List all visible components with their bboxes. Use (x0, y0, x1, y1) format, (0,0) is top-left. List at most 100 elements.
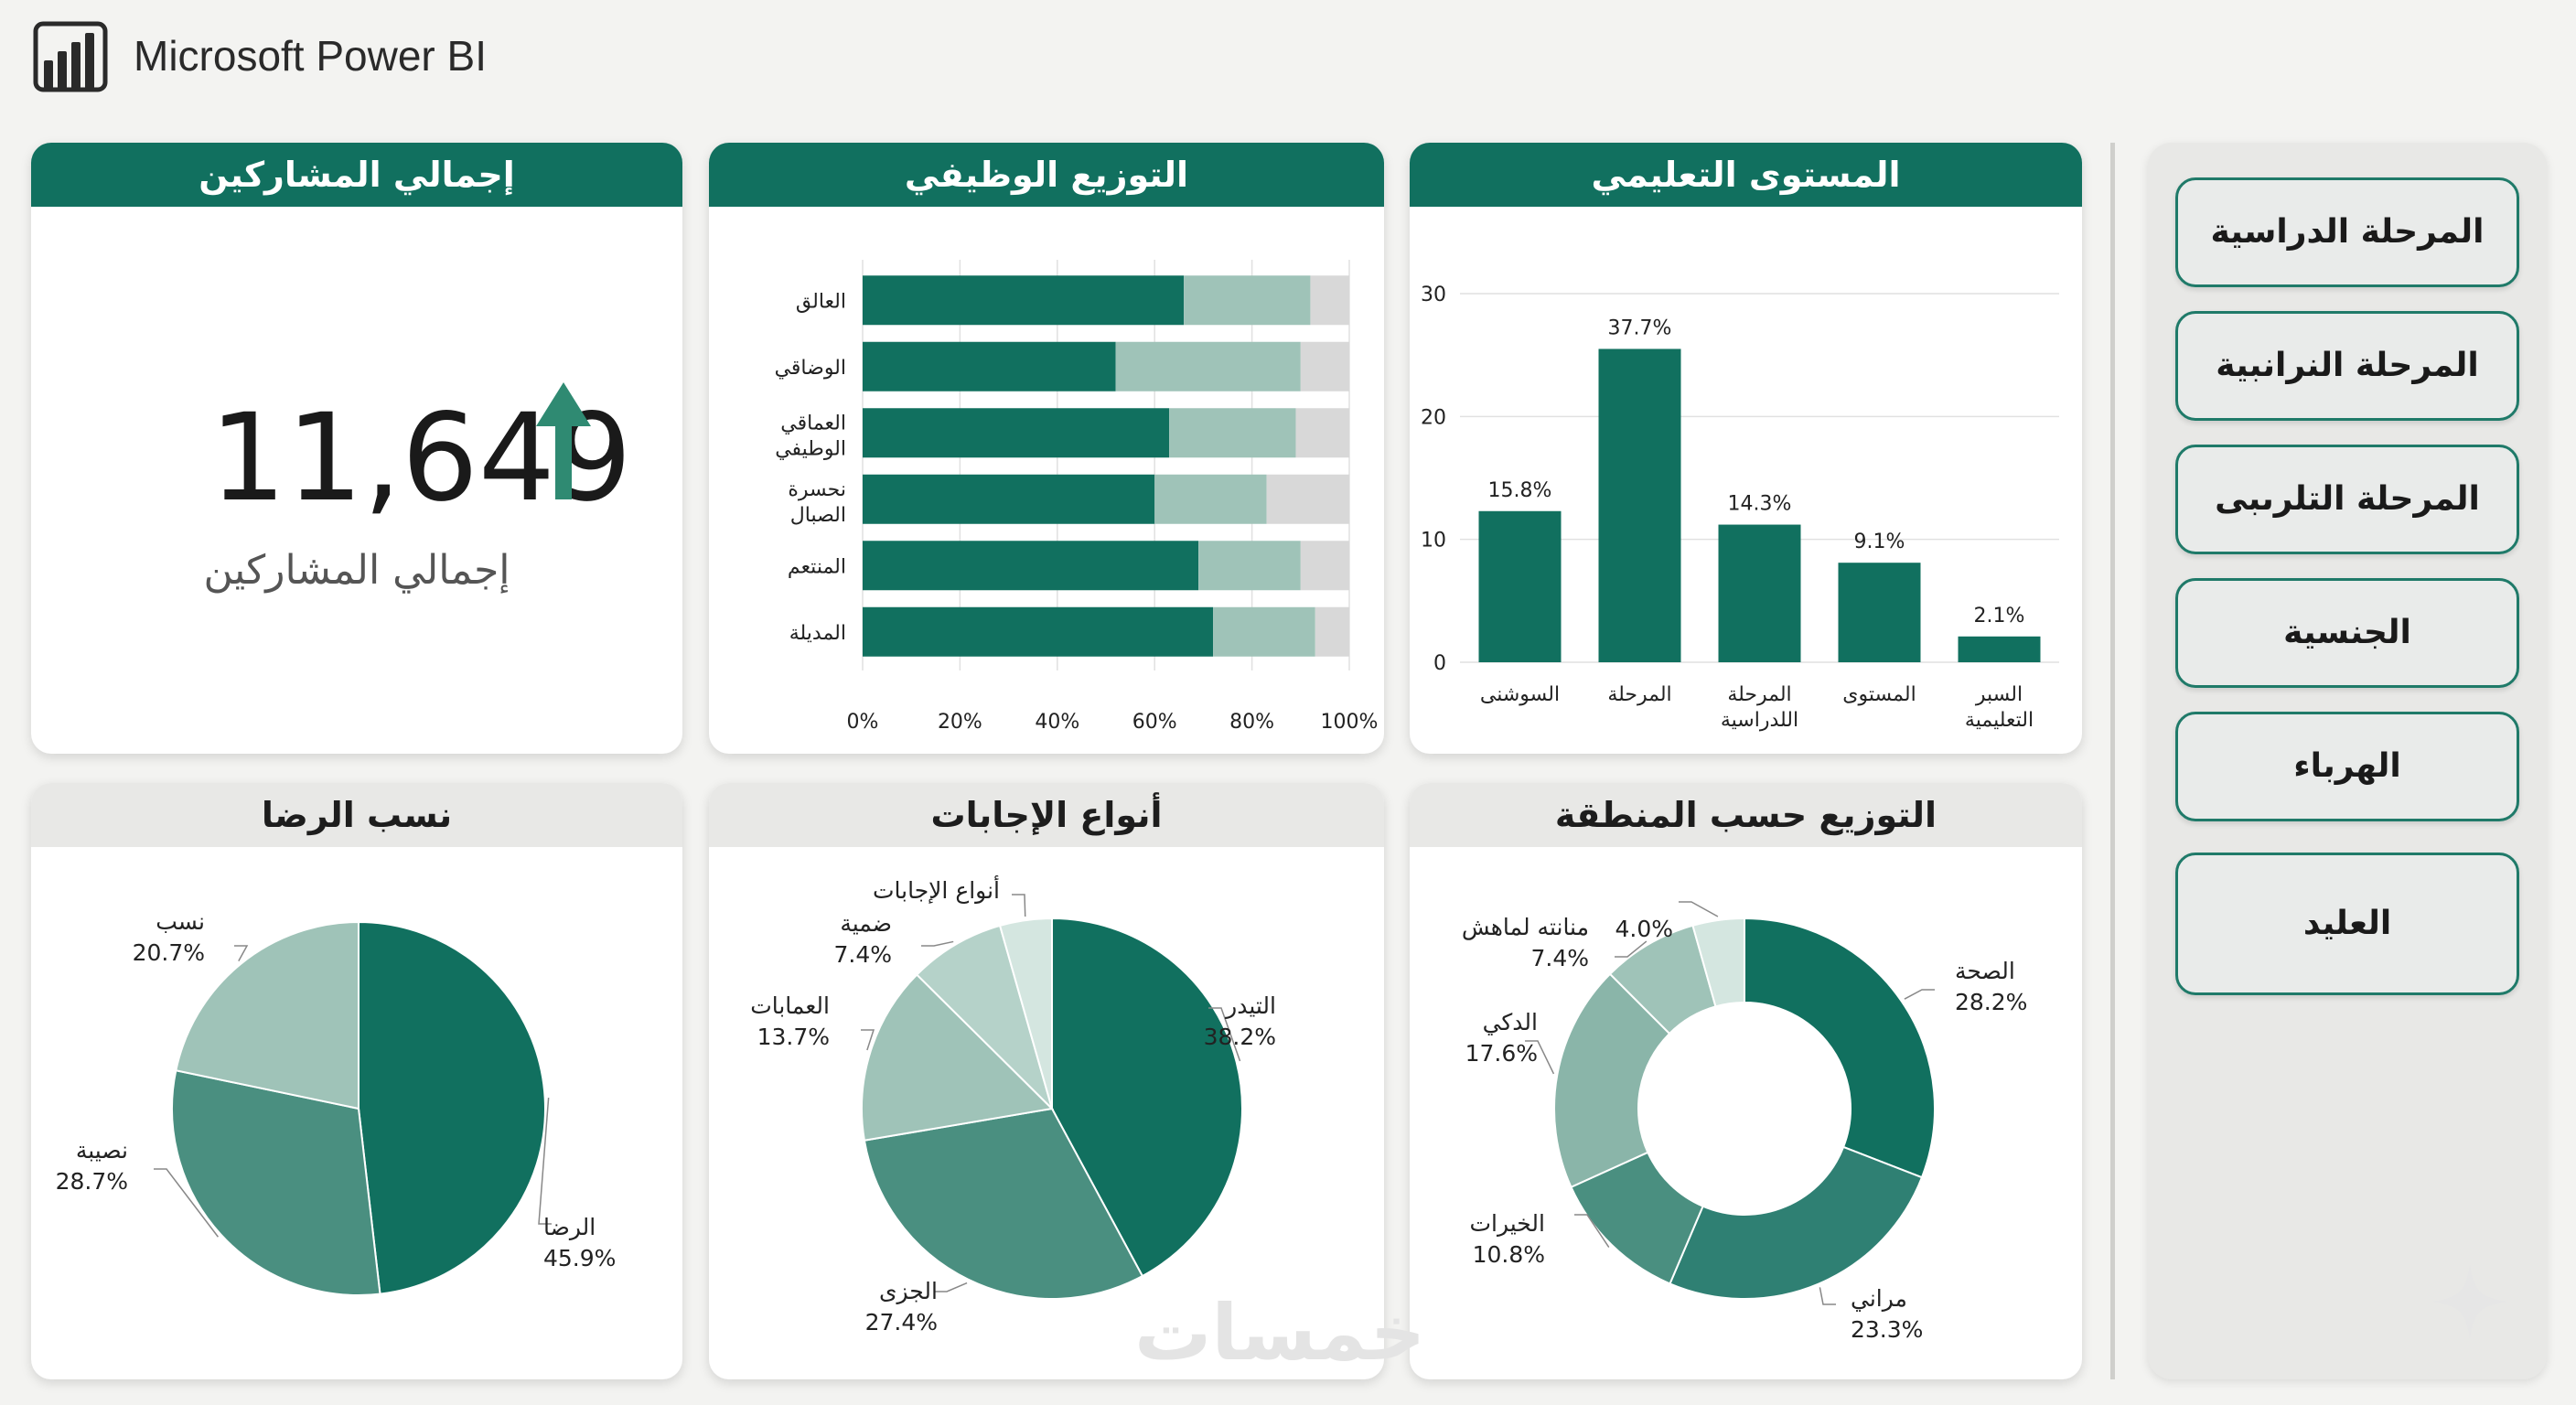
ans-leader-line (861, 1029, 875, 1051)
reg-leader-line (1615, 940, 1648, 958)
answers-card-title: أنواع الإجابات (709, 783, 1384, 847)
reg-leader-line (1574, 1214, 1610, 1248)
edu-y-tick: 0 (1433, 652, 1446, 675)
kpi-visual: 11,649 إجمالي المشاركين (203, 382, 632, 594)
sat-leader-line (538, 1097, 552, 1225)
edu-card[interactable]: المستوى التعليمي 0 10 20 30 15.8% السوشنى 37.7… (1410, 143, 2082, 754)
edu-bar (1958, 636, 2041, 662)
edu-category-label: المستوى (1842, 683, 1916, 706)
job-bar-seg-3 (1295, 408, 1349, 458)
sat-slice-label: نصيبة (76, 1137, 128, 1164)
job-category-label: العماقي (780, 412, 846, 434)
sat-slice-label: نسب (156, 908, 205, 935)
sat-leader-line (154, 1168, 220, 1238)
region-card-title: التوزيع حسب المنطقة (1410, 783, 2082, 847)
edu-data-label: 15.8% (1488, 479, 1552, 502)
ans-slice-value: 13.7% (757, 1024, 830, 1050)
reg-slice-label: الصحة (1955, 958, 2015, 984)
sat-slice-value: 28.7% (56, 1168, 128, 1195)
ans-leader-line (1012, 894, 1026, 917)
job-bar-seg-1 (863, 408, 1170, 458)
edu-data-label: 2.1% (1974, 605, 2025, 627)
ans-slice-label: الجزى (879, 1278, 938, 1304)
watermark-text: خمسات (1134, 1288, 1426, 1378)
job-bar-seg-1 (863, 606, 1214, 657)
reg-slice (1553, 972, 1671, 1189)
job-x-tick: 100% (1321, 711, 1379, 734)
sat-slice (358, 920, 547, 1295)
ans-leader-line (921, 940, 954, 947)
job-card[interactable]: التوزيع الوظيفي 0% 20% 40% 60% 80% 100% العالق… (709, 143, 1384, 754)
slicer-button-4[interactable]: الجنسية (2175, 578, 2519, 688)
slicer-button-2[interactable]: المرحلة النرانبية (2175, 311, 2519, 421)
answers-card[interactable]: أنواع الإجابات التيدر 38.2% الجزى 27.4% العم… (709, 783, 1384, 1379)
slicer-button-3[interactable]: المرحلة التلرىبى (2175, 445, 2519, 554)
job-bar-seg-1 (863, 541, 1199, 591)
sat-slice (175, 920, 360, 1110)
job-bar-seg-3 (1315, 606, 1349, 657)
reg-slice-label: منانته لماهش (1462, 914, 1589, 940)
ans-leader-line (934, 1282, 968, 1292)
panel-divider (2110, 143, 2115, 1379)
job-bar-seg-1 (863, 275, 1185, 326)
slicer-button-6[interactable]: العليد (2175, 853, 2519, 995)
up-arrow-icon (536, 382, 591, 499)
edu-bar (1838, 563, 1921, 662)
ans-slice-label: أنواع الإجابات (873, 874, 1000, 904)
job-bar-seg-3 (1310, 275, 1349, 326)
satisfaction-chart: الرضا 45.9% نصيبة 28.7% نسب 20.7% (56, 908, 616, 1296)
reg-slice-value: 23.3% (1851, 1316, 1923, 1343)
reg-leader-line (1525, 1040, 1555, 1075)
reg-slice-value: 7.4% (1530, 945, 1589, 971)
job-category-label: الصبال (790, 504, 846, 527)
ans-slice (915, 924, 1055, 1112)
job-category-label: نحسرة (788, 478, 846, 501)
edu-data-label: 9.1% (1854, 531, 1905, 553)
kpi-card[interactable]: إجمالي المشاركين 11,649 إجمالي المشاركين (31, 143, 682, 754)
ans-slice-label: العمابات (750, 992, 830, 1019)
edu-category-label: التعليمية (1965, 709, 2034, 732)
reg-slice-value: 17.6% (1465, 1040, 1538, 1067)
edu-y-tick: 10 (1421, 530, 1446, 552)
job-bar-seg-2 (1184, 275, 1311, 326)
reg-slice-value: 10.8% (1473, 1241, 1545, 1268)
job-chart: 0% 20% 40% 60% 80% 100% العالق الوضاقي العماقي ال… (775, 260, 1379, 734)
answers-chart: التيدر 38.2% الجزى 27.4% العمابات 13.7% ضمية 7.… (750, 874, 1276, 1335)
edu-y-tick: 20 (1421, 406, 1446, 429)
edu-category-label: اللدراسية (1721, 709, 1798, 732)
reg-leader-line (1904, 989, 1935, 1000)
satisfaction-card[interactable]: نسب الرضا الرضا 45.9% نصيبة 28.7% نسب 20.7% (31, 783, 682, 1379)
job-bar-seg-1 (863, 341, 1116, 391)
job-bar-seg-2 (1198, 541, 1301, 591)
reg-slice (1744, 917, 1936, 1179)
edu-data-label: 37.7% (1608, 316, 1672, 339)
job-x-tick: 40% (1035, 711, 1079, 734)
ans-slice-value: 7.4% (833, 941, 892, 968)
ans-slice-label: التيدر (1224, 992, 1276, 1019)
job-bar-seg-3 (1266, 474, 1349, 524)
job-bar-seg-2 (1213, 606, 1315, 657)
edu-bar (1478, 510, 1562, 662)
sparkle-icon (2432, 1264, 2507, 1339)
reg-slice (1669, 1145, 1924, 1300)
reg-leader-line (1819, 1287, 1836, 1305)
job-bar-seg-3 (1300, 541, 1349, 591)
region-card[interactable]: التوزيع حسب المنطقة الصحة 28.2% مراني 23.3%… (1410, 783, 2082, 1379)
edu-data-label: 14.3% (1728, 493, 1792, 516)
reg-slice-value: 4.0% (1615, 916, 1673, 942)
edu-category-label: السبر (1975, 683, 2023, 706)
ans-slice-value: 38.2% (1204, 1024, 1276, 1050)
ans-slice (998, 917, 1053, 1110)
reg-leader-line (1679, 901, 1719, 917)
slicer-button-5[interactable]: الهرباء (2175, 712, 2519, 821)
sat-slice (171, 1069, 381, 1296)
region-chart: الصحة 28.2% مراني 23.3% الخيرات 10.8% الدكي 17.… (1462, 901, 2027, 1343)
job-bar-seg-2 (1154, 474, 1267, 524)
ans-slice (1051, 917, 1243, 1278)
edu-category-label: السوشنى (1480, 683, 1560, 706)
sat-leader-line (234, 945, 249, 961)
edu-y-tick: 30 (1421, 284, 1446, 306)
slicer-button-1[interactable]: المرحلة الدراسية (2175, 177, 2519, 287)
reg-slice (1691, 917, 1745, 1008)
kpi-subtitle: إجمالي المشاركين (203, 547, 510, 594)
